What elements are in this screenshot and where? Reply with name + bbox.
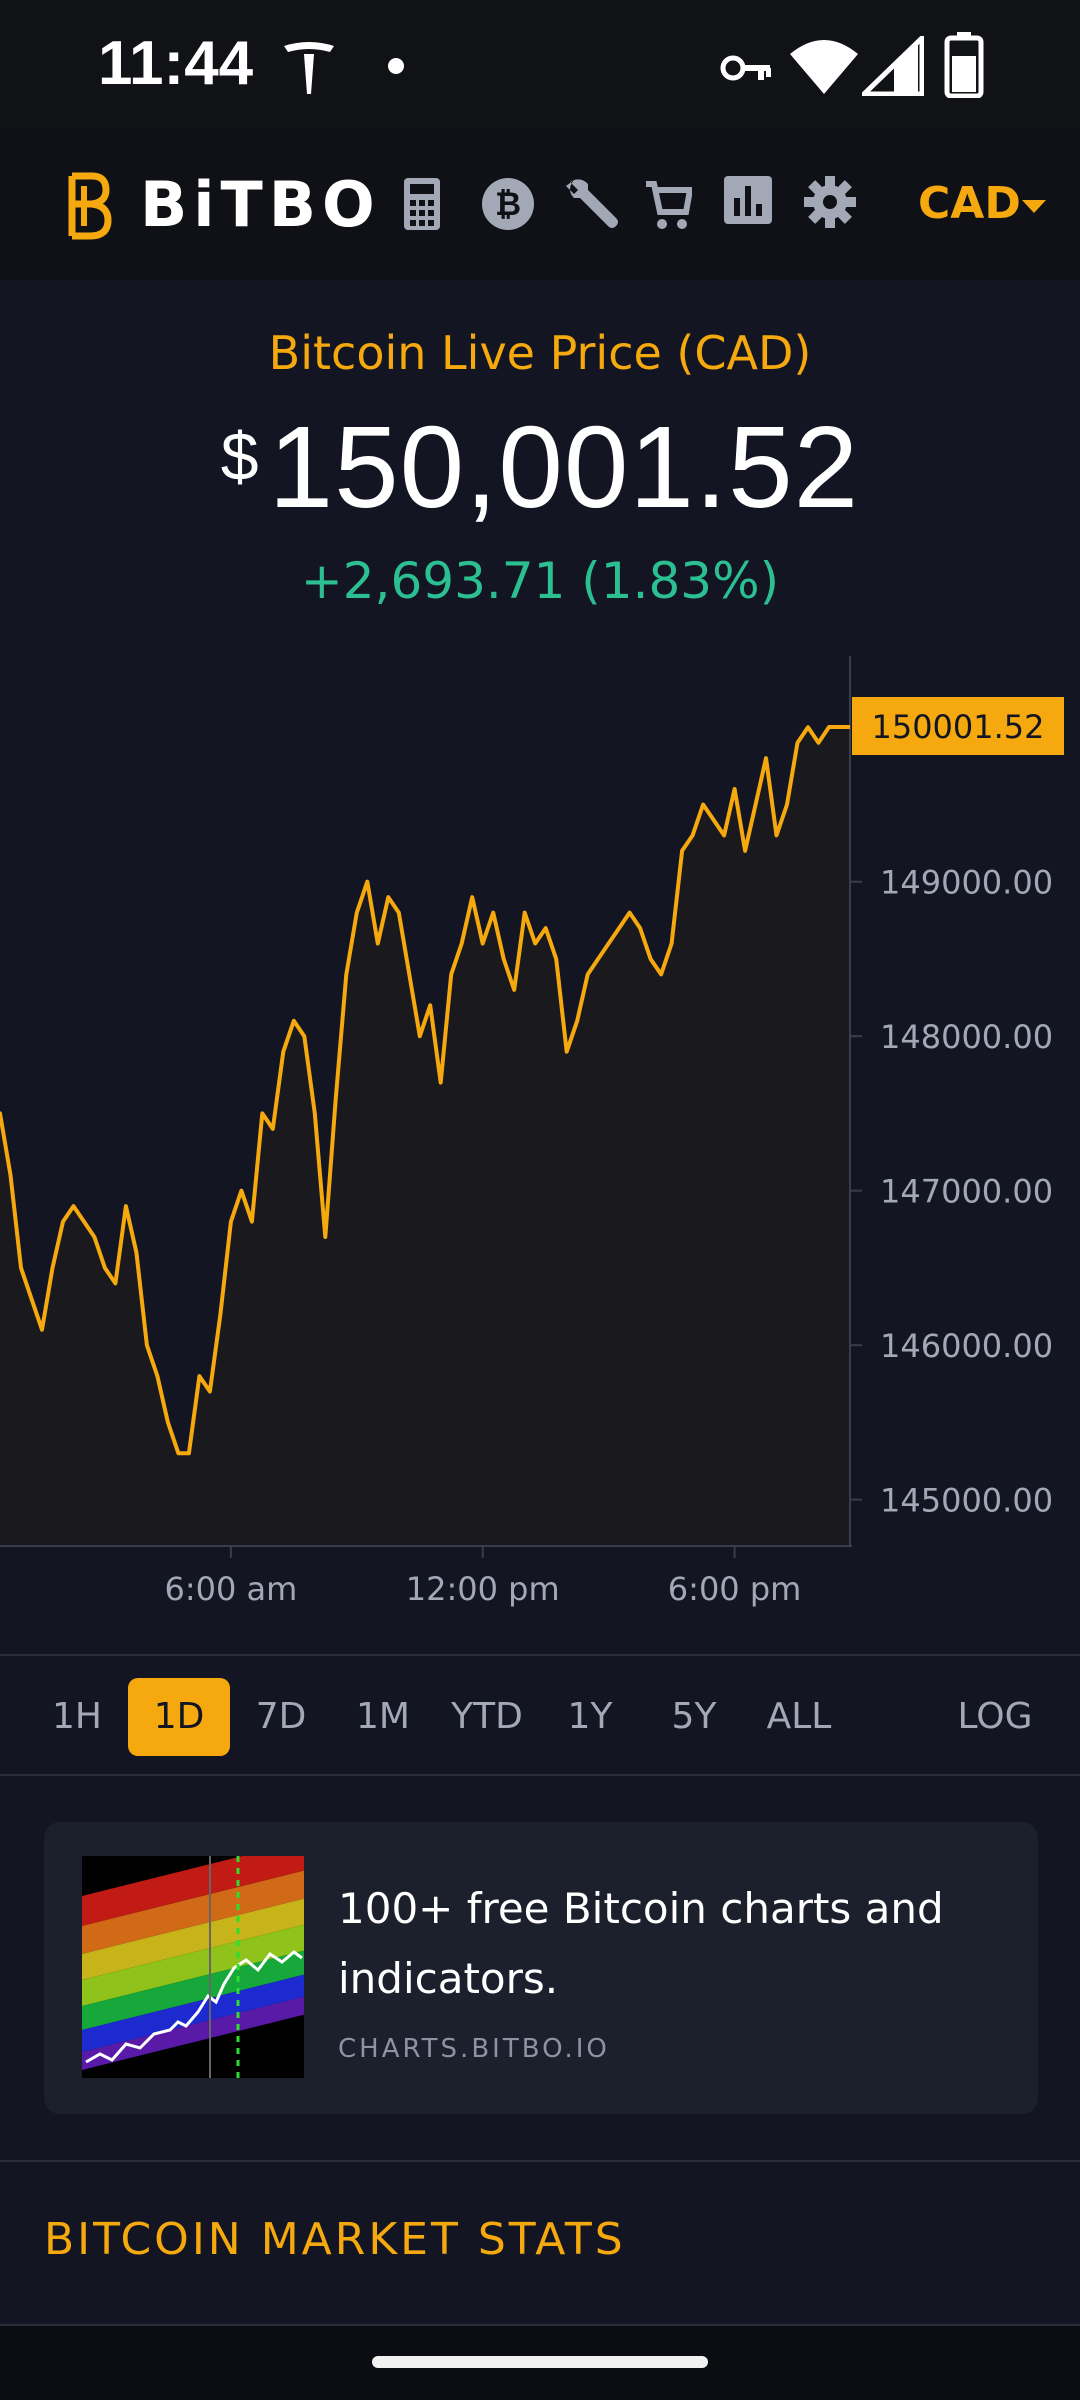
range-button-1d[interactable]: 1D <box>128 1678 230 1756</box>
x-tick-label: 12:00 pm <box>406 1570 560 1608</box>
range-button-7d[interactable]: 7D <box>255 1696 307 1737</box>
log-scale-toggle[interactable]: LOG <box>957 1696 1033 1737</box>
price-chart[interactable]: 149000.00 148000.00 147000.00 146000.00 1450… <box>0 650 1080 1640</box>
section-divider <box>0 2324 1080 2326</box>
navigation-bar <box>0 2326 1080 2400</box>
rainbow-chart-thumbnail[interactable] <box>82 1856 304 2078</box>
wrench-icon[interactable] <box>564 176 620 232</box>
current-price-marker <box>852 697 1064 756</box>
current-price-label: 150001.52 <box>871 708 1044 746</box>
chevron-down-icon[interactable] <box>1022 200 1046 213</box>
tesla-icon <box>284 42 334 94</box>
promo-title[interactable]: 100+ free Bitcoin charts and indicators. <box>338 1884 944 2003</box>
status-time: 11:44 <box>98 29 254 98</box>
home-gesture-handle[interactable] <box>372 2356 708 2368</box>
y-tick-label: 146000.00 <box>880 1327 1053 1365</box>
key-icon <box>720 55 771 81</box>
gear-icon[interactable] <box>804 176 856 228</box>
price-chart-svg[interactable]: 149000.00 148000.00 147000.00 146000.00 1450… <box>0 650 1080 1640</box>
market-stats-heading: BITCOIN MARKET STATS <box>44 2214 626 2265</box>
y-tick-label: 147000.00 <box>880 1173 1053 1211</box>
status-bar: 11:44 <box>0 0 1080 132</box>
price-title: Bitcoin Live Price (CAD) <box>268 326 812 380</box>
x-tick-label: 6:00 pm <box>668 1570 802 1608</box>
charts-promo-card[interactable]: 100+ free Bitcoin charts and indicators.… <box>44 1822 1038 2114</box>
y-tick-label: 145000.00 <box>880 1482 1053 1520</box>
top-navbar: BiTBO ₿ CAD <box>0 132 1080 280</box>
chart-area-fill <box>0 727 850 1546</box>
bitbo-logo-icon[interactable] <box>62 168 114 244</box>
calculator-icon[interactable] <box>402 176 442 232</box>
range-button-5y[interactable]: 5Y <box>671 1696 717 1737</box>
y-tick-label: 148000.00 <box>880 1018 1053 1056</box>
promo-link[interactable]: CHARTS.BITBO.IO <box>338 2034 610 2064</box>
bitcoin-icon[interactable]: ₿ <box>480 176 536 232</box>
logo-text[interactable]: BiTBO <box>140 168 381 241</box>
cart-icon[interactable] <box>644 176 692 232</box>
battery-icon <box>944 32 984 98</box>
price-value: 150,001.52 <box>268 402 860 532</box>
section-divider <box>0 2160 1080 2162</box>
y-tick-label: 149000.00 <box>880 864 1053 902</box>
range-button-1y[interactable]: 1Y <box>567 1696 613 1737</box>
price-display: $150,001.52 <box>0 400 1080 534</box>
svg-text:₿: ₿ <box>495 185 521 223</box>
x-tick-label: 6:00 am <box>164 1570 297 1608</box>
range-button-ytd[interactable]: YTD <box>451 1696 523 1737</box>
range-button-1h[interactable]: 1H <box>52 1696 102 1737</box>
bar-chart-icon[interactable] <box>724 176 772 224</box>
range-button-all[interactable]: ALL <box>766 1696 832 1737</box>
price-change: +2,693.71 (1.83%) <box>300 552 780 610</box>
price-line <box>0 725 850 1456</box>
currency-symbol: $ <box>220 419 259 495</box>
signal-icon <box>862 36 924 96</box>
wifi-icon <box>790 40 858 94</box>
range-button-1m[interactable]: 1M <box>356 1696 410 1737</box>
currency-selector[interactable]: CAD <box>918 178 1021 229</box>
dot-icon <box>388 58 404 74</box>
time-range-bar: 1H 1D 7D 1M YTD 1Y 5Y ALL LOG <box>0 1654 1080 1776</box>
